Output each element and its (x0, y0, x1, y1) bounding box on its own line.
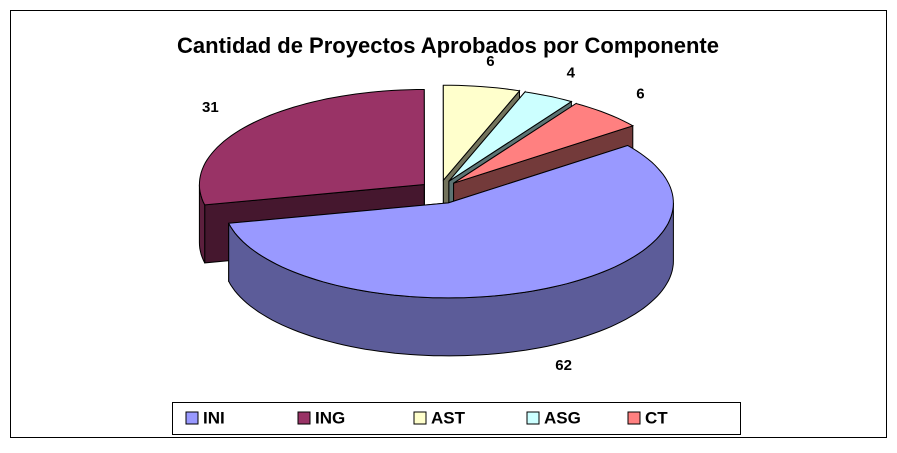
legend-swatch (414, 412, 426, 424)
data-label: 6 (486, 53, 494, 70)
data-label: 4 (567, 64, 576, 81)
legend-label: AST (431, 408, 466, 427)
chart-title: Cantidad de Proyectos Aprobados por Comp… (177, 33, 719, 58)
legend-label: INI (203, 408, 225, 427)
legend-label: CT (645, 408, 668, 427)
data-label: 62 (555, 357, 572, 374)
legend-swatch (628, 412, 640, 424)
legend-label: ASG (544, 408, 581, 427)
legend-swatch (527, 412, 539, 424)
data-label: 31 (202, 99, 219, 116)
legend-swatch (186, 412, 198, 424)
data-label: 6 (636, 85, 644, 102)
legend-swatch (298, 412, 310, 424)
legend-label: ING (315, 408, 345, 427)
